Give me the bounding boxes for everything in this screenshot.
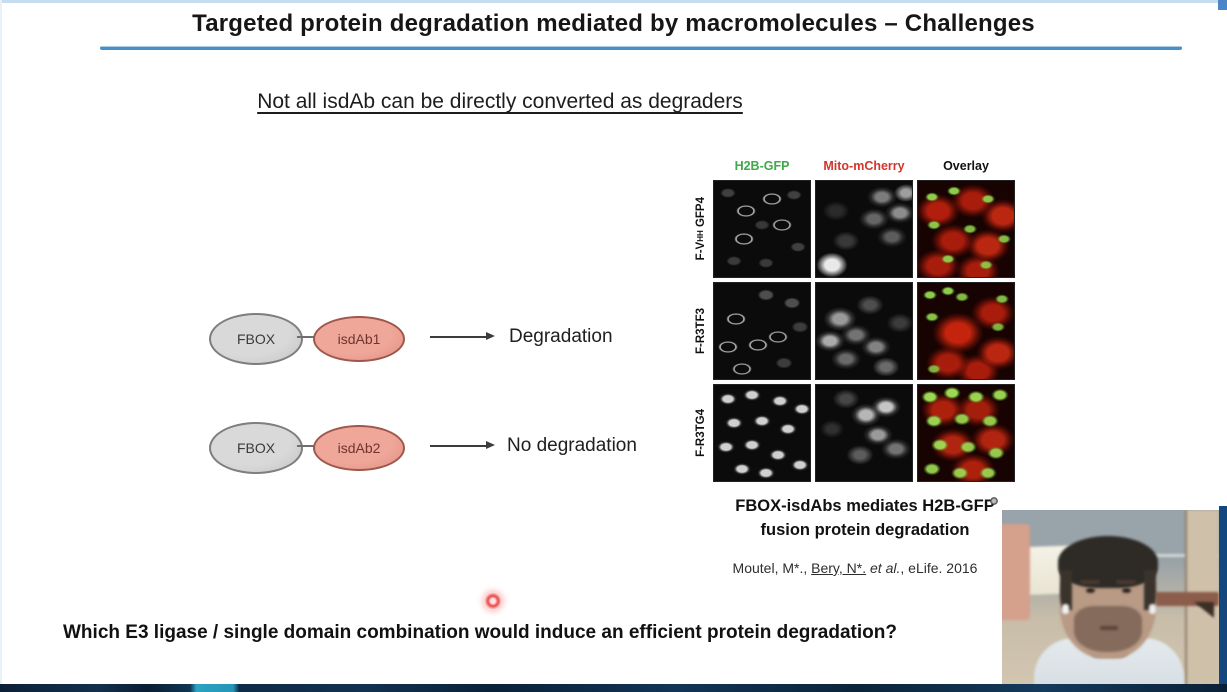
arrow-line-row1 <box>430 336 486 338</box>
arrow-head-row2 <box>486 441 495 449</box>
top-edge-line <box>0 0 1227 3</box>
person-earbud-right <box>1149 604 1156 614</box>
person-eyebrow-right <box>1116 580 1136 584</box>
row-label-f-r3tf3: F-R3TF3 <box>695 308 707 354</box>
row-label-box-3: F-R3TG4 <box>692 384 710 482</box>
bottom-taskbar-strip <box>0 684 1227 692</box>
row-label-box-1: F-VHH GFP4 <box>692 180 710 278</box>
row-label-f-vhh-gfp4: F-VHH GFP4 <box>695 197 707 261</box>
person-hair-side-right <box>1144 570 1156 610</box>
micrograph-r3tf3-mito <box>815 282 913 380</box>
column-header-overlay: Overlay <box>943 159 989 173</box>
fbox-label-row1: FBOX <box>236 331 276 347</box>
top-right-corner-chip <box>1218 0 1227 10</box>
isdab-label-row2: isdAb2 <box>337 440 381 456</box>
person-hair <box>1058 536 1158 588</box>
micrograph-gfp4-h2bgfp <box>713 180 811 278</box>
micrograph-r3tf3-h2bgfp <box>713 282 811 380</box>
row-label-box-2: F-R3TF3 <box>692 282 710 380</box>
person-mouth <box>1100 626 1118 630</box>
micrograph-r3tg4-overlay <box>917 384 1015 482</box>
person-eye-right <box>1122 588 1131 593</box>
outcome-label-row2: No degradation <box>507 435 637 456</box>
figure-citation: Moutel, M*., Bery, N*. et al., eLife. 20… <box>732 560 978 576</box>
arrow-head-row1 <box>486 332 495 340</box>
person-earbud-left <box>1062 604 1069 614</box>
column-header-h2b-gfp: H2B-GFP <box>734 159 790 173</box>
webcam-feed <box>1002 510 1219 692</box>
arrow-line-row2 <box>430 445 486 447</box>
laser-pointer-dot <box>484 592 502 610</box>
row-label-f-r3tg4: F-R3TG4 <box>695 409 707 457</box>
fbox-label-row2: FBOX <box>236 440 276 456</box>
micrograph-gfp4-overlay <box>917 180 1015 278</box>
connector-line-row1 <box>297 336 315 338</box>
micrograph-r3tg4-mito <box>815 384 913 482</box>
webcam-shadow <box>1194 602 1214 618</box>
outcome-label-row1: Degradation <box>509 326 613 347</box>
column-header-mito-mcherry: Mito-mCherry <box>823 159 905 173</box>
slide-subtitle: Not all isdAb can be directly converted … <box>257 90 743 113</box>
figure-caption-line2: fusion protein degradation <box>760 521 970 539</box>
person-eyebrow-left <box>1080 580 1100 584</box>
webcam-right-blue-bar <box>1219 506 1227 692</box>
slide-title: Targeted protein degradation mediated by… <box>192 10 1035 37</box>
webcam-pink-wall <box>1002 524 1030 620</box>
isdab-ellipse-row1: isdAb1 <box>313 316 405 362</box>
person-eye-left <box>1086 588 1095 593</box>
micrograph-gfp4-mito <box>815 180 913 278</box>
citation-underlined-author: Bery, N*. <box>811 560 867 576</box>
left-edge-line <box>0 0 2 692</box>
fbox-ellipse-row2: FBOX <box>209 422 303 474</box>
bottom-question: Which E3 ligase / single domain combinat… <box>63 622 897 643</box>
micrograph-r3tf3-overlay <box>917 282 1015 380</box>
fbox-ellipse-row1: FBOX <box>209 313 303 365</box>
isdab-label-row1: isdAb1 <box>337 331 381 347</box>
title-underline-rule <box>100 46 1182 50</box>
figure-caption-line1: FBOX-isdAbs mediates H2B-GFP <box>735 497 995 515</box>
isdab-ellipse-row2: isdAb2 <box>313 425 405 471</box>
figure-caption: FBOX-isdAbs mediates H2B-GFP fusion prot… <box>700 494 1030 542</box>
small-marker-dot <box>990 497 998 505</box>
micrograph-r3tg4-h2bgfp <box>713 384 811 482</box>
connector-line-row2 <box>297 445 315 447</box>
person-hair-side-left <box>1060 570 1072 610</box>
